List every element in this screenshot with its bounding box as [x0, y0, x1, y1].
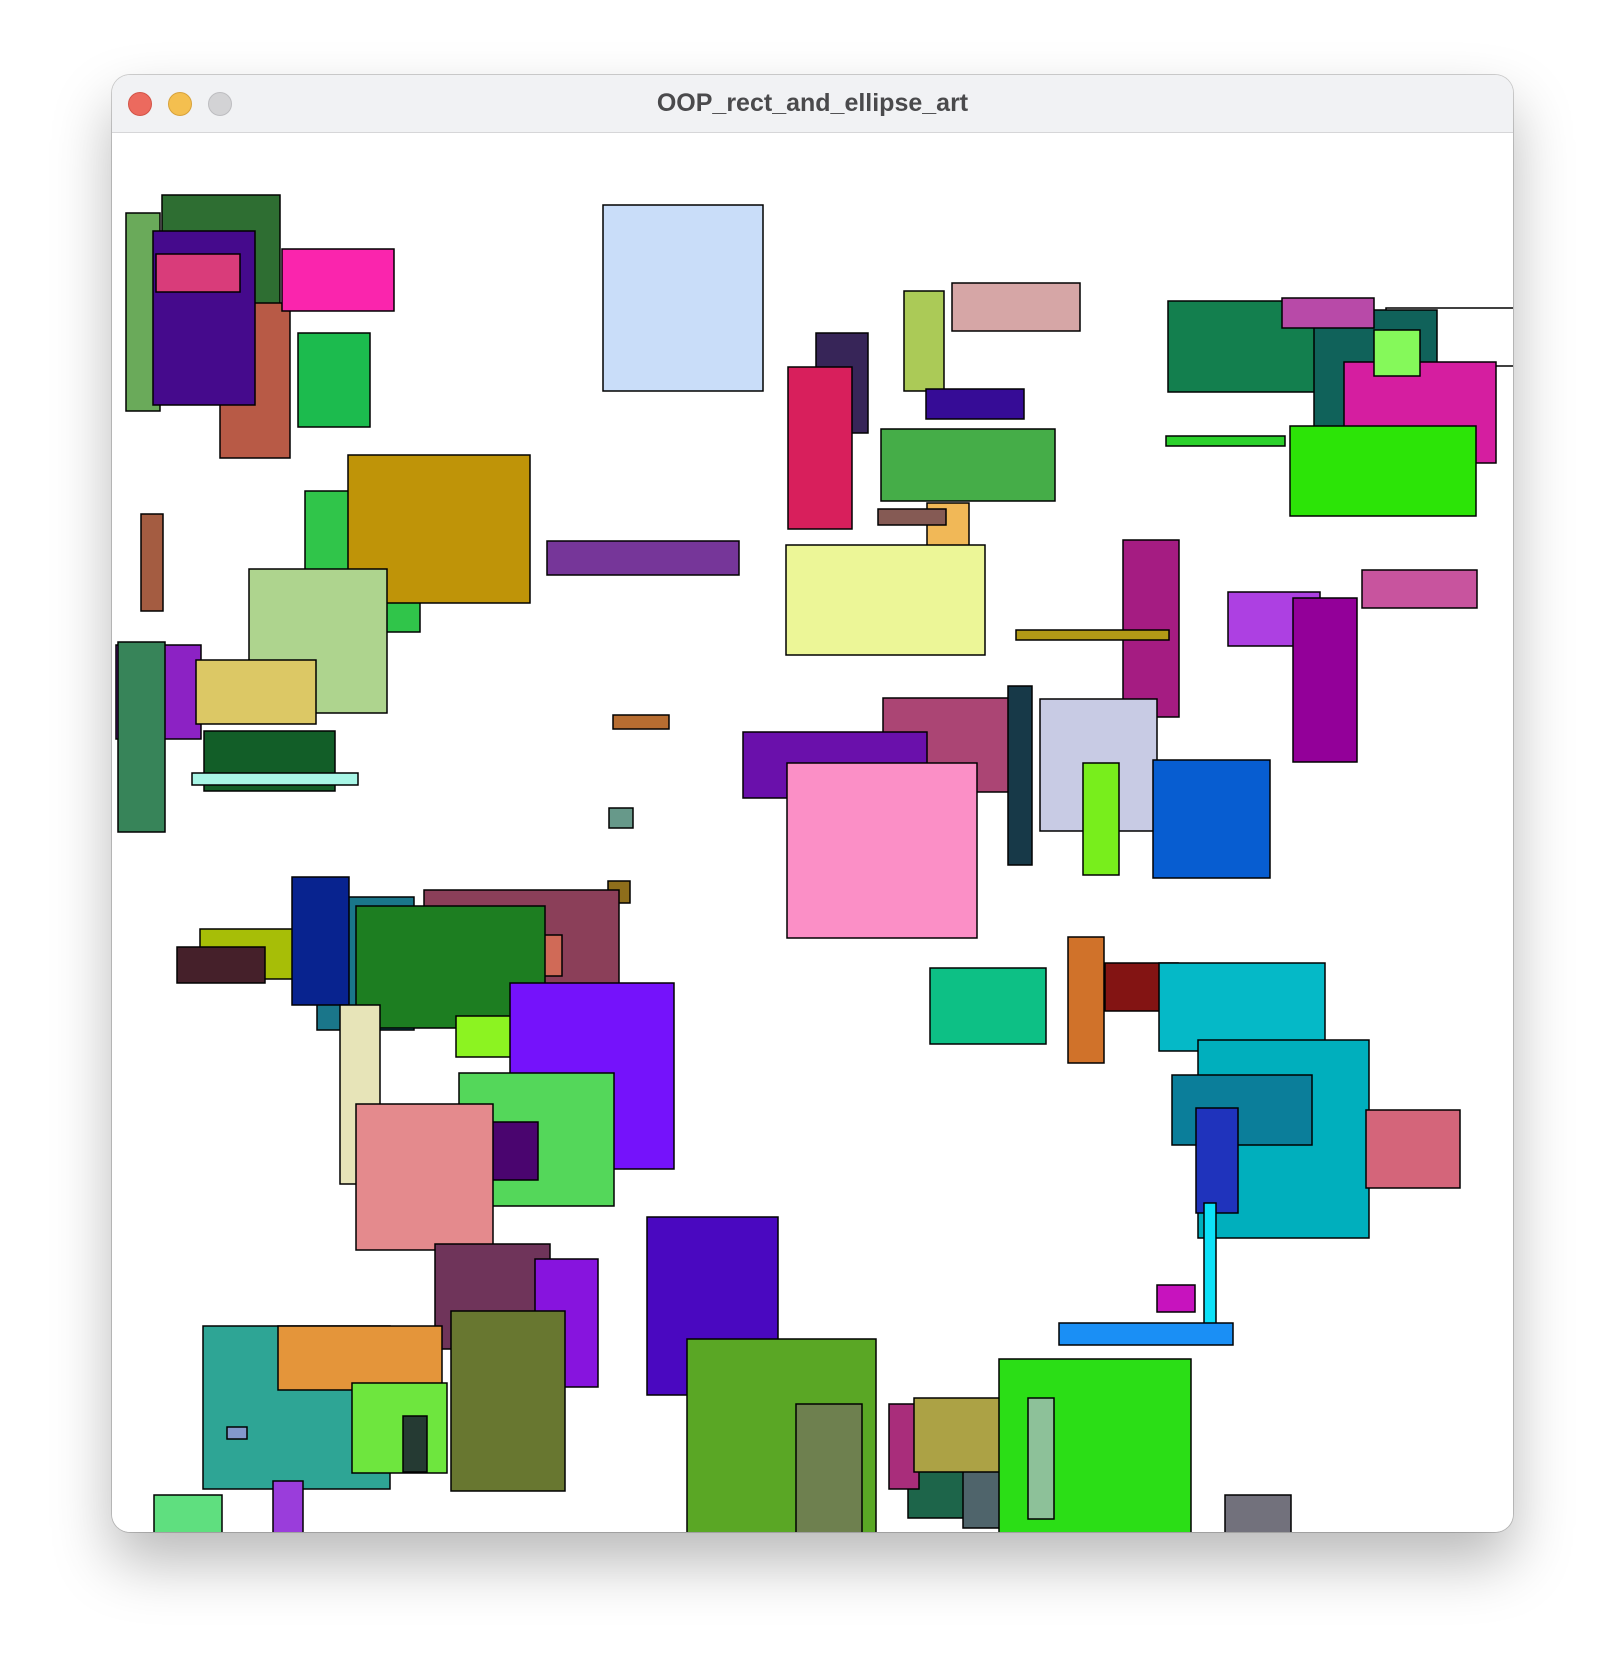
rectangle-shape	[795, 1403, 863, 1532]
window-title: OOP_rect_and_ellipse_art	[656, 89, 969, 117]
rectangle-shape	[1224, 1494, 1292, 1532]
rectangle-shape	[191, 772, 359, 786]
rectangle-shape	[1203, 1202, 1217, 1344]
rectangle-shape	[1373, 329, 1421, 377]
rectangle-shape	[1152, 759, 1271, 879]
rectangle-shape	[155, 253, 241, 293]
rectangle-shape	[1015, 629, 1170, 641]
rectangle-shape	[1156, 1284, 1196, 1313]
rectangle-shape	[962, 1464, 1001, 1529]
rect-art-svg	[115, 194, 1513, 1532]
rectangle-shape	[351, 1382, 448, 1474]
rectangle-shape	[297, 332, 371, 428]
rectangle-shape	[355, 1103, 494, 1251]
rectangle-shape	[929, 967, 1047, 1045]
rectangle-shape	[1165, 435, 1286, 447]
zoom-window-button[interactable]	[208, 92, 232, 116]
rectangle-shape	[1067, 936, 1105, 1064]
rectangle-shape	[195, 659, 317, 725]
rectangle-shape	[226, 1426, 248, 1440]
minimize-window-button[interactable]	[168, 92, 192, 116]
rectangle-shape	[176, 946, 266, 984]
rectangle-shape	[1292, 597, 1358, 763]
rectangle-shape	[450, 1310, 566, 1492]
rectangle-shape	[1158, 962, 1326, 1052]
rectangle-shape	[1365, 1109, 1461, 1189]
app-window: OOP_rect_and_ellipse_art	[112, 75, 1513, 1532]
rectangle-shape	[281, 248, 395, 312]
rectangle-shape	[925, 388, 1025, 420]
rectangle-shape	[272, 1480, 304, 1532]
close-window-button[interactable]	[128, 92, 152, 116]
rectangle-shape	[1122, 539, 1180, 718]
rectangle-shape	[153, 1494, 223, 1532]
rectangle-shape	[877, 508, 947, 526]
rectangle-shape	[602, 204, 764, 392]
rectangle-shape	[117, 641, 166, 833]
rectangle-shape	[1195, 1107, 1239, 1214]
rectangle-shape	[1171, 1074, 1313, 1146]
rectangle-shape	[1361, 569, 1478, 609]
rectangle-shape	[787, 366, 853, 530]
rectangle-shape	[402, 1415, 428, 1473]
rectangle-shape	[277, 1325, 443, 1391]
rectangle-shape	[786, 762, 978, 939]
rectangle-shape	[903, 290, 945, 392]
rectangle-shape	[951, 282, 1081, 332]
rectangle-shape	[291, 876, 350, 1006]
rectangle-shape	[1281, 297, 1375, 329]
rectangle-shape	[1058, 1322, 1234, 1346]
rectangle-shape	[1082, 762, 1120, 876]
drawing-canvas	[112, 133, 1513, 1532]
rectangle-shape	[1007, 685, 1033, 866]
rectangle-shape	[608, 807, 634, 829]
rectangle-shape	[546, 540, 740, 576]
rectangle-shape	[612, 714, 670, 730]
rectangle-shape	[140, 513, 164, 612]
title-bar: OOP_rect_and_ellipse_art	[112, 75, 1513, 133]
rectangle-shape	[880, 428, 1056, 502]
rectangle-shape	[785, 544, 986, 656]
rectangle-shape	[1027, 1397, 1055, 1520]
rectangle-shape	[1289, 425, 1477, 517]
